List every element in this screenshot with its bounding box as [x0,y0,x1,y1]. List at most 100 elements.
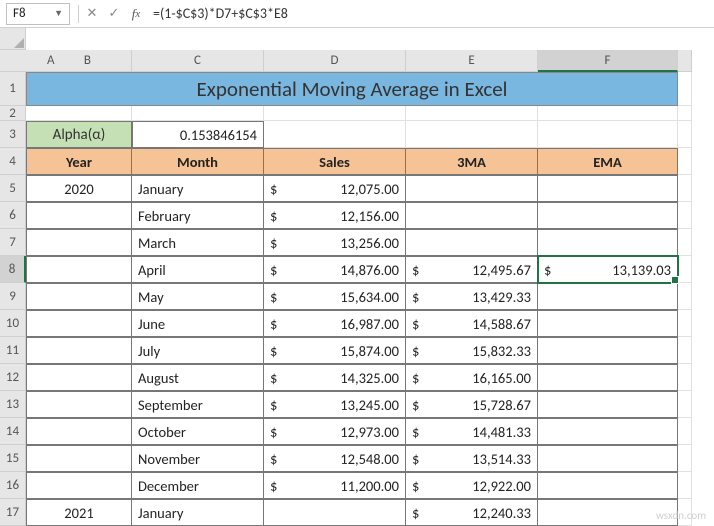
row-header-6[interactable]: 6 [0,202,26,229]
cell-3ma-6[interactable] [406,202,538,229]
cell-year-7[interactable] [26,229,132,256]
col-header-D[interactable]: D [264,50,406,72]
cell-year-6[interactable] [26,202,132,229]
cell-month-17[interactable]: January [132,499,264,526]
cell-ema-7[interactable] [538,229,678,256]
cell-sales-17[interactable] [264,499,406,526]
cell-sales-12[interactable]: $14,325.00 [264,364,406,391]
cell-year-16[interactable] [26,472,132,499]
cell-ema-10[interactable] [538,310,678,337]
cell-ema-9[interactable] [538,283,678,310]
header-ema[interactable]: EMA [538,148,678,175]
cell-3ma-9[interactable]: $13,429.33 [406,283,538,310]
cell-sales-16[interactable]: $11,200.00 [264,472,406,499]
cell-month-5[interactable]: January [132,175,264,202]
cell-sales-13[interactable]: $13,245.00 [264,391,406,418]
row-header-4[interactable]: 4 [0,148,26,175]
col-header-A[interactable]: A B [0,50,132,72]
cell-month-8[interactable]: April [132,256,264,283]
cell-year-8[interactable] [26,256,132,283]
cell-year-9[interactable] [26,283,132,310]
row-header-11[interactable]: 11 [0,337,26,364]
cell-3ma-11[interactable]: $15,832.33 [406,337,538,364]
cell-month-14[interactable]: October [132,418,264,445]
header-year[interactable]: Year [26,148,132,175]
cell-3ma-7[interactable] [406,229,538,256]
row-header-7[interactable]: 7 [0,229,26,256]
cell-month-11[interactable]: July [132,337,264,364]
cell-3ma-5[interactable] [406,175,538,202]
cell-3ma-8[interactable]: $12,495.67 [406,256,538,283]
cell-3ma-17[interactable]: $12,240.33 [406,499,538,526]
cell-month-10[interactable]: June [132,310,264,337]
cell-ema-15[interactable] [538,445,678,472]
fx-icon[interactable]: fx [125,3,147,25]
cell-year-15[interactable] [26,445,132,472]
header-3ma[interactable]: 3MA [406,148,538,175]
cell-3ma-13[interactable]: $15,728.67 [406,391,538,418]
cell-year-17[interactable]: 2021 [26,499,132,526]
cell-sales-15[interactable]: $12,548.00 [264,445,406,472]
cell-ema-12[interactable] [538,364,678,391]
cell-month-7[interactable]: March [132,229,264,256]
cell-year-13[interactable] [26,391,132,418]
row-header-13[interactable]: 13 [0,391,26,418]
cell-3ma-15[interactable]: $13,514.33 [406,445,538,472]
cell-year-11[interactable] [26,337,132,364]
cell-3ma-16[interactable]: $12,922.00 [406,472,538,499]
cell-ema-13[interactable] [538,391,678,418]
col-header-F[interactable]: F [538,50,678,72]
col-header-C[interactable]: C [132,50,264,72]
enter-icon[interactable]: ✓ [103,3,125,25]
row-header-5[interactable]: 5 [0,175,26,202]
cell-sales-11[interactable]: $15,874.00 [264,337,406,364]
cell-sales-10[interactable]: $16,987.00 [264,310,406,337]
cell-sales-14[interactable]: $12,973.00 [264,418,406,445]
cell-ema-14[interactable] [538,418,678,445]
header-month[interactable]: Month [132,148,264,175]
cell-sales-5[interactable]: $12,075.00 [264,175,406,202]
cell-year-10[interactable] [26,310,132,337]
alpha-value[interactable]: 0.153846154 [132,121,264,148]
cell-ema-8[interactable]: $13,139.03 [538,256,678,283]
spreadsheet-grid[interactable]: A B C D E F 1 Exponential Moving Average… [0,28,714,526]
cell-ema-11[interactable] [538,337,678,364]
alpha-label[interactable]: Alpha(α) [26,121,132,148]
cell-month-16[interactable]: December [132,472,264,499]
cell-ema-6[interactable] [538,202,678,229]
header-sales[interactable]: Sales [264,148,406,175]
row-header-17[interactable]: 17 [0,499,26,526]
row-header-1[interactable]: 1 [0,72,26,106]
cell-ema-16[interactable] [538,472,678,499]
cell-month-9[interactable]: May [132,283,264,310]
row-header-10[interactable]: 10 [0,310,26,337]
row-header-2[interactable]: 2 [0,106,26,121]
row-header-8[interactable]: 8 [0,256,26,283]
cell-3ma-12[interactable]: $16,165.00 [406,364,538,391]
cell-year-14[interactable] [26,418,132,445]
row-header-9[interactable]: 9 [0,283,26,310]
cell-sales-8[interactable]: $14,876.00 [264,256,406,283]
cell-year-12[interactable] [26,364,132,391]
cell-sales-7[interactable]: $13,256.00 [264,229,406,256]
cell-month-6[interactable]: February [132,202,264,229]
row-header-16[interactable]: 16 [0,472,26,499]
cell-year-5[interactable]: 2020 [26,175,132,202]
row-header-12[interactable]: 12 [0,364,26,391]
row-header-15[interactable]: 15 [0,445,26,472]
cell-3ma-10[interactable]: $14,588.67 [406,310,538,337]
cell-sales-9[interactable]: $15,634.00 [264,283,406,310]
row-header-3[interactable]: 3 [0,121,26,148]
cell-sales-6[interactable]: $12,156.00 [264,202,406,229]
cancel-icon[interactable]: ✕ [81,3,103,25]
cell-month-15[interactable]: November [132,445,264,472]
name-box[interactable]: F8 ▼ [6,3,70,25]
cell-month-12[interactable]: August [132,364,264,391]
cell-month-13[interactable]: September [132,391,264,418]
col-header-E[interactable]: E [406,50,538,72]
select-all-corner[interactable] [0,28,26,50]
cell-3ma-14[interactable]: $14,481.33 [406,418,538,445]
formula-input[interactable]: =(1-$C$3)*D7+$C$3*E8 [147,3,714,25]
cell-ema-5[interactable] [538,175,678,202]
row-header-14[interactable]: 14 [0,418,26,445]
